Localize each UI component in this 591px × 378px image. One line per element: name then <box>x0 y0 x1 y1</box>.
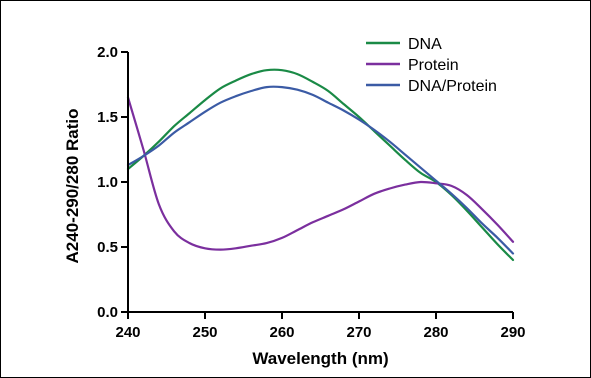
x-tick-label: 270 <box>346 324 371 341</box>
y-axis-title: A240-290/280 Ratio <box>63 109 82 264</box>
y-tick-label: 0.5 <box>97 239 118 256</box>
legend-label: DNA <box>408 36 442 53</box>
x-tick-label: 280 <box>423 324 448 341</box>
legend-label: DNA/Protein <box>408 78 497 95</box>
legend-label: Protein <box>408 57 459 74</box>
axes: 0.0 0.5 1.0 1.5 2.0 240 250 260 270 280 290 <box>97 44 525 341</box>
y-tick-label: 2.0 <box>97 44 118 61</box>
series-line-dna-protein <box>126 85 515 255</box>
x-axis-title: Wavelength (nm) <box>252 349 388 368</box>
y-tick-label: 0.0 <box>97 304 118 321</box>
plot-area <box>126 68 515 262</box>
series-line-protein <box>126 96 515 251</box>
y-tick-label: 1.0 <box>97 174 118 191</box>
x-tick-label: 260 <box>269 324 294 341</box>
x-tick-label: 250 <box>192 324 217 341</box>
x-tick-label: 290 <box>500 324 525 341</box>
legend: DNA Protein DNA/Protein <box>366 36 497 95</box>
y-tick-label: 1.5 <box>97 109 118 126</box>
x-tick-label: 240 <box>115 324 140 341</box>
